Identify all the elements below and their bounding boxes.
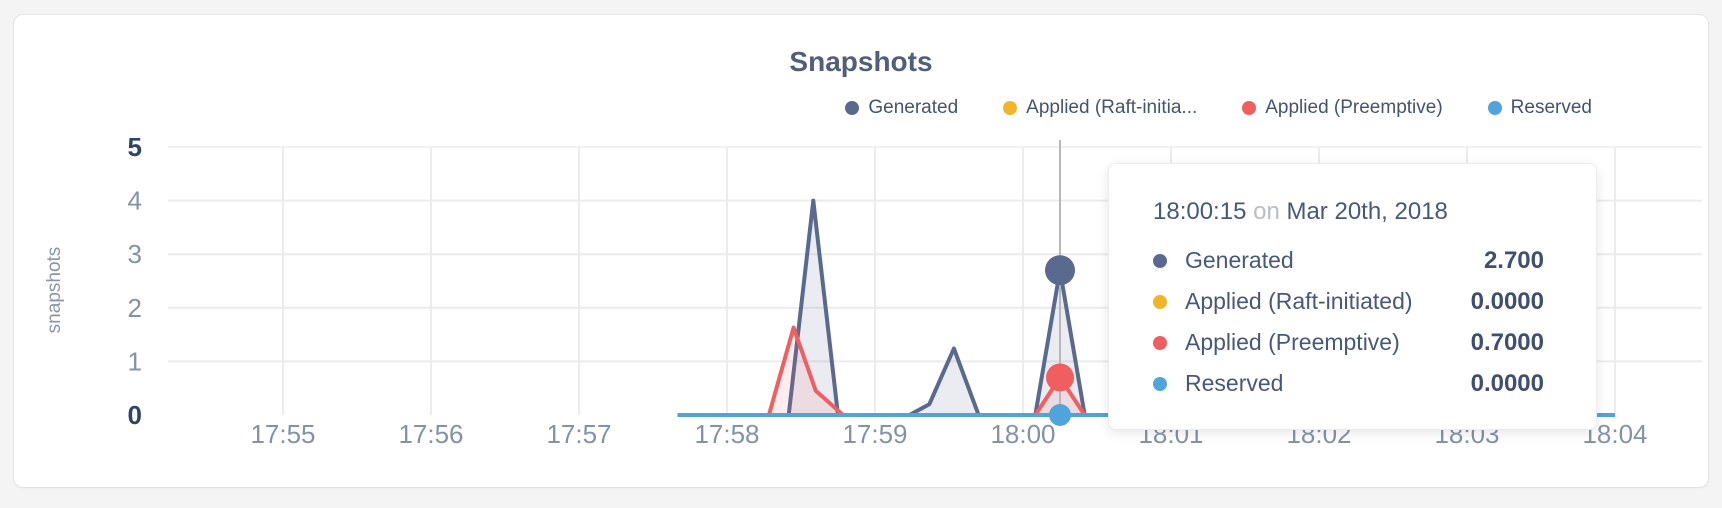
hover-tooltip: 18:00:15 on Mar 20th, 2018 Generated 2.7… — [1108, 163, 1597, 430]
svg-text:4: 4 — [128, 186, 142, 216]
legend-label: Generated — [868, 97, 959, 118]
tooltip-row-value: 0.7000 — [1470, 328, 1544, 356]
svg-text:2: 2 — [128, 293, 142, 323]
legend-label: Applied (Preemptive) — [1265, 97, 1443, 118]
legend-item-applied-preemptive[interactable]: Applied (Preemptive) — [1242, 97, 1443, 119]
tooltip-row-generated: Generated 2.700 — [1153, 240, 1544, 281]
tooltip-row-value: 0.0000 — [1470, 287, 1544, 315]
tooltip-row-value: 2.700 — [1483, 246, 1544, 274]
tooltip-row-value: 0.0000 — [1470, 369, 1544, 397]
legend-item-generated[interactable]: Generated — [845, 97, 958, 119]
svg-text:5: 5 — [128, 132, 142, 162]
legend-swatch-icon — [1242, 101, 1257, 115]
svg-text:18:00: 18:00 — [990, 419, 1055, 449]
series-dot-icon — [1153, 253, 1167, 268]
series-dot-icon — [1153, 294, 1167, 309]
svg-text:0: 0 — [128, 400, 142, 430]
tooltip-row-reserved: Reserved 0.0000 — [1153, 363, 1544, 404]
chart-title: Snapshots — [789, 46, 933, 77]
legend-swatch-icon — [1003, 101, 1018, 115]
svg-text:17:59: 17:59 — [842, 419, 907, 449]
tooltip-row-label: Reserved — [1185, 370, 1284, 396]
tooltip-row-label: Generated — [1185, 247, 1294, 273]
tooltip-conjunction: on — [1253, 198, 1280, 225]
series-dot-icon — [1153, 335, 1167, 350]
tooltip-date: Mar 20th, 2018 — [1286, 198, 1448, 225]
svg-text:17:55: 17:55 — [250, 419, 315, 449]
legend-label: Applied (Raft-initia... — [1026, 97, 1198, 118]
tooltip-row-applied-preemptive: Applied (Preemptive) 0.7000 — [1153, 322, 1544, 363]
svg-text:17:58: 17:58 — [694, 419, 759, 449]
tooltip-time: 18:00:15 — [1153, 198, 1247, 225]
svg-text:17:56: 17:56 — [398, 419, 463, 449]
tooltip-rows: Generated 2.700 Applied (Raft-initiated)… — [1153, 240, 1544, 404]
svg-text:17:57: 17:57 — [546, 419, 611, 449]
series-dot-icon — [1153, 376, 1167, 391]
tooltip-row-label: Applied (Preemptive) — [1185, 329, 1400, 355]
legend-swatch-icon — [1487, 101, 1502, 115]
tooltip-header: 18:00:15 on Mar 20th, 2018 — [1153, 198, 1544, 226]
legend-swatch-icon — [845, 101, 860, 115]
tooltip-row-label: Applied (Raft-initiated) — [1185, 288, 1413, 314]
legend-label: Reserved — [1510, 97, 1592, 118]
svg-text:1: 1 — [128, 346, 142, 376]
tooltip-row-applied-raft: Applied (Raft-initiated) 0.0000 — [1153, 281, 1544, 322]
svg-text:3: 3 — [128, 239, 142, 269]
legend: Generated Applied (Raft-initia... Applie… — [845, 97, 1592, 119]
legend-item-applied-raft[interactable]: Applied (Raft-initia... — [1003, 97, 1197, 119]
legend-item-reserved[interactable]: Reserved — [1487, 97, 1592, 119]
svg-text:snapshots: snapshots — [44, 247, 65, 334]
